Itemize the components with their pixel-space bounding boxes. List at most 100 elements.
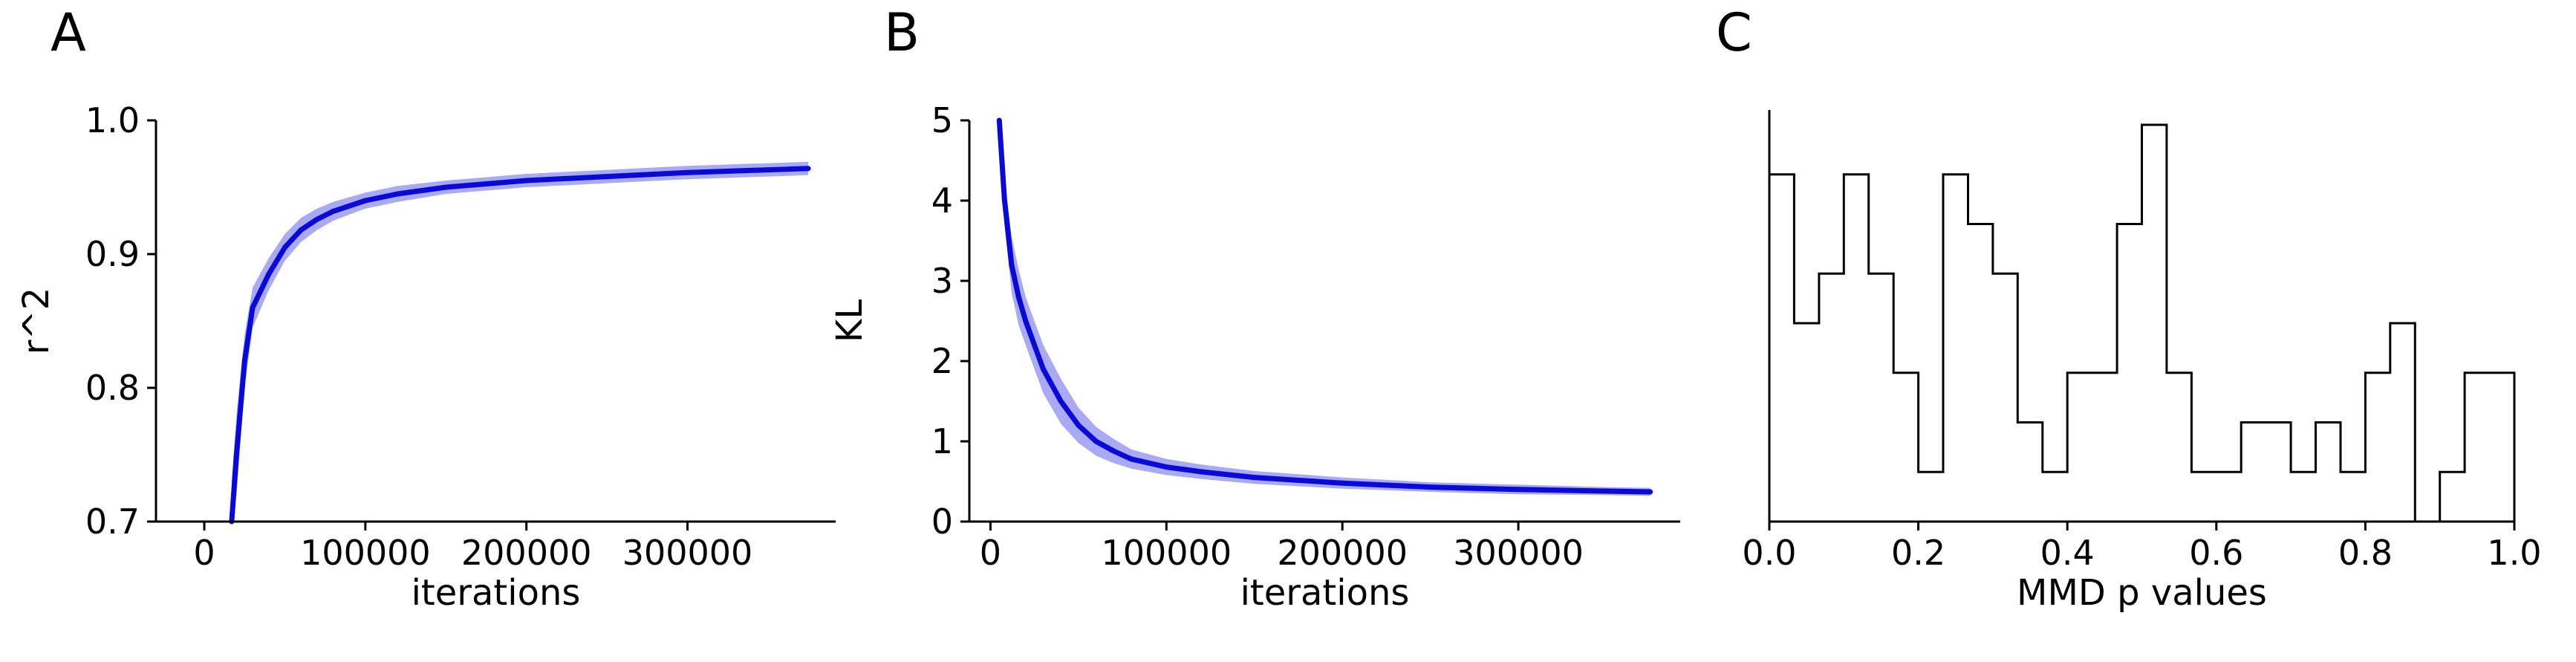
data-point <box>1001 198 1007 204</box>
series-line <box>996 120 1650 495</box>
histogram-step-line <box>1768 123 2516 523</box>
histogram-bin <box>1943 175 1968 522</box>
histogram-bin <box>1794 323 1818 522</box>
x-axis-label: iterations <box>1240 572 1410 614</box>
data-point <box>233 452 239 458</box>
data-point <box>1428 484 1434 490</box>
y-tick-label: 0.7 <box>85 502 140 542</box>
data-point <box>996 117 1002 123</box>
data-point <box>394 191 400 197</box>
y-tick-label: 1.0 <box>85 100 140 140</box>
histogram-bin <box>2490 373 2514 522</box>
panel-letter-b: B <box>884 2 920 63</box>
histogram-bin <box>2291 472 2315 522</box>
data-point <box>282 244 287 250</box>
data-point <box>1023 318 1029 324</box>
x-tick-label: 300000 <box>1453 533 1584 573</box>
y-tick-label: 4 <box>931 181 953 221</box>
histogram-bin <box>2117 224 2141 522</box>
histogram-bin <box>2266 423 2291 522</box>
y-tick-label: 0.8 <box>85 368 140 408</box>
x-tick-label: 0.8 <box>2338 533 2393 573</box>
y-axis-label: r^2 <box>16 288 57 355</box>
series-band <box>231 161 809 522</box>
histogram-bin <box>2142 125 2167 522</box>
x-axis-label: MMD p values <box>2017 572 2267 614</box>
histogram-bin <box>1968 224 1992 522</box>
x-tick-label: 0 <box>980 533 1001 573</box>
histogram-bin <box>2241 423 2266 522</box>
data-point <box>1032 342 1038 348</box>
y-tick-label: 5 <box>931 100 953 140</box>
data-point <box>1128 456 1134 462</box>
data-point <box>314 216 320 222</box>
x-tick-label: 100000 <box>1102 533 1232 573</box>
data-point <box>298 227 304 233</box>
y-tick-label: 1 <box>931 421 953 461</box>
x-tick-label: 1.0 <box>2487 533 2541 573</box>
data-point <box>331 208 336 214</box>
data-point <box>1199 469 1205 475</box>
histogram-bin <box>2465 373 2489 522</box>
data-point <box>805 166 811 172</box>
histogram-bin <box>1769 175 1794 522</box>
data-point <box>1648 489 1653 495</box>
data-point <box>685 169 691 175</box>
x-tick-label: 0.0 <box>1742 533 1796 573</box>
data-point <box>1040 366 1046 372</box>
panel-letter-a: A <box>51 2 86 63</box>
x-tick-label: 0.2 <box>1891 533 1945 573</box>
data-point <box>1252 475 1258 481</box>
histogram-bin <box>2390 323 2415 522</box>
data-point <box>1093 438 1099 444</box>
data-point <box>1009 262 1015 267</box>
histogram-bin <box>1844 175 1868 522</box>
data-point <box>765 167 771 173</box>
histogram-bin <box>1893 373 1918 522</box>
histogram-bin <box>2092 373 2117 522</box>
histogram-bin <box>1919 472 1943 522</box>
histogram-bin <box>2365 373 2390 522</box>
x-tick-label: 0.6 <box>2189 533 2243 573</box>
x-tick-label: 200000 <box>1277 533 1408 573</box>
data-point <box>1110 448 1116 454</box>
data-point <box>1515 487 1521 493</box>
x-tick-label: 300000 <box>622 533 753 573</box>
histogram-bin <box>2017 423 2042 522</box>
histogram-bin <box>2167 373 2191 522</box>
data-point <box>1076 422 1082 428</box>
histogram-bin <box>2216 472 2241 522</box>
histogram-bin <box>2341 472 2365 522</box>
data-point <box>266 271 272 277</box>
x-tick-label: 200000 <box>461 533 592 573</box>
data-point <box>1339 480 1345 486</box>
data-point <box>362 198 368 204</box>
data-point <box>1058 398 1064 404</box>
x-tick-label: 0.4 <box>2040 533 2095 573</box>
data-point <box>1604 488 1610 494</box>
x-tick-label: 0 <box>193 533 215 573</box>
data-point <box>1015 294 1021 300</box>
panel-letter-c: C <box>1716 2 1752 63</box>
data-point <box>250 305 256 311</box>
data-point <box>1163 464 1169 470</box>
x-tick-label: 100000 <box>300 533 431 573</box>
histogram-bin <box>1869 273 1893 522</box>
y-tick-label: 0 <box>931 502 953 542</box>
histogram-bin <box>2316 423 2341 522</box>
y-tick-label: 3 <box>931 261 953 301</box>
histogram-bin <box>1819 273 1844 522</box>
x-axis-label: iterations <box>412 572 581 614</box>
data-point <box>524 178 530 184</box>
data-point <box>241 358 247 364</box>
chart-a: 0 100000 200000 300000 0.7 0.8 0.9 1.0 iteration… <box>16 100 836 614</box>
data-point <box>443 184 449 190</box>
histogram-bin <box>2440 472 2465 522</box>
y-axis-label: KL <box>829 299 871 343</box>
y-tick-label: 0.9 <box>85 234 140 274</box>
data-point <box>604 174 610 180</box>
histogram-bin <box>2191 472 2216 522</box>
chart-b: 0 100000 200000 300000 0 1 2 3 4 5 iterations KL <box>829 100 1680 614</box>
y-tick-label: 2 <box>931 341 953 381</box>
